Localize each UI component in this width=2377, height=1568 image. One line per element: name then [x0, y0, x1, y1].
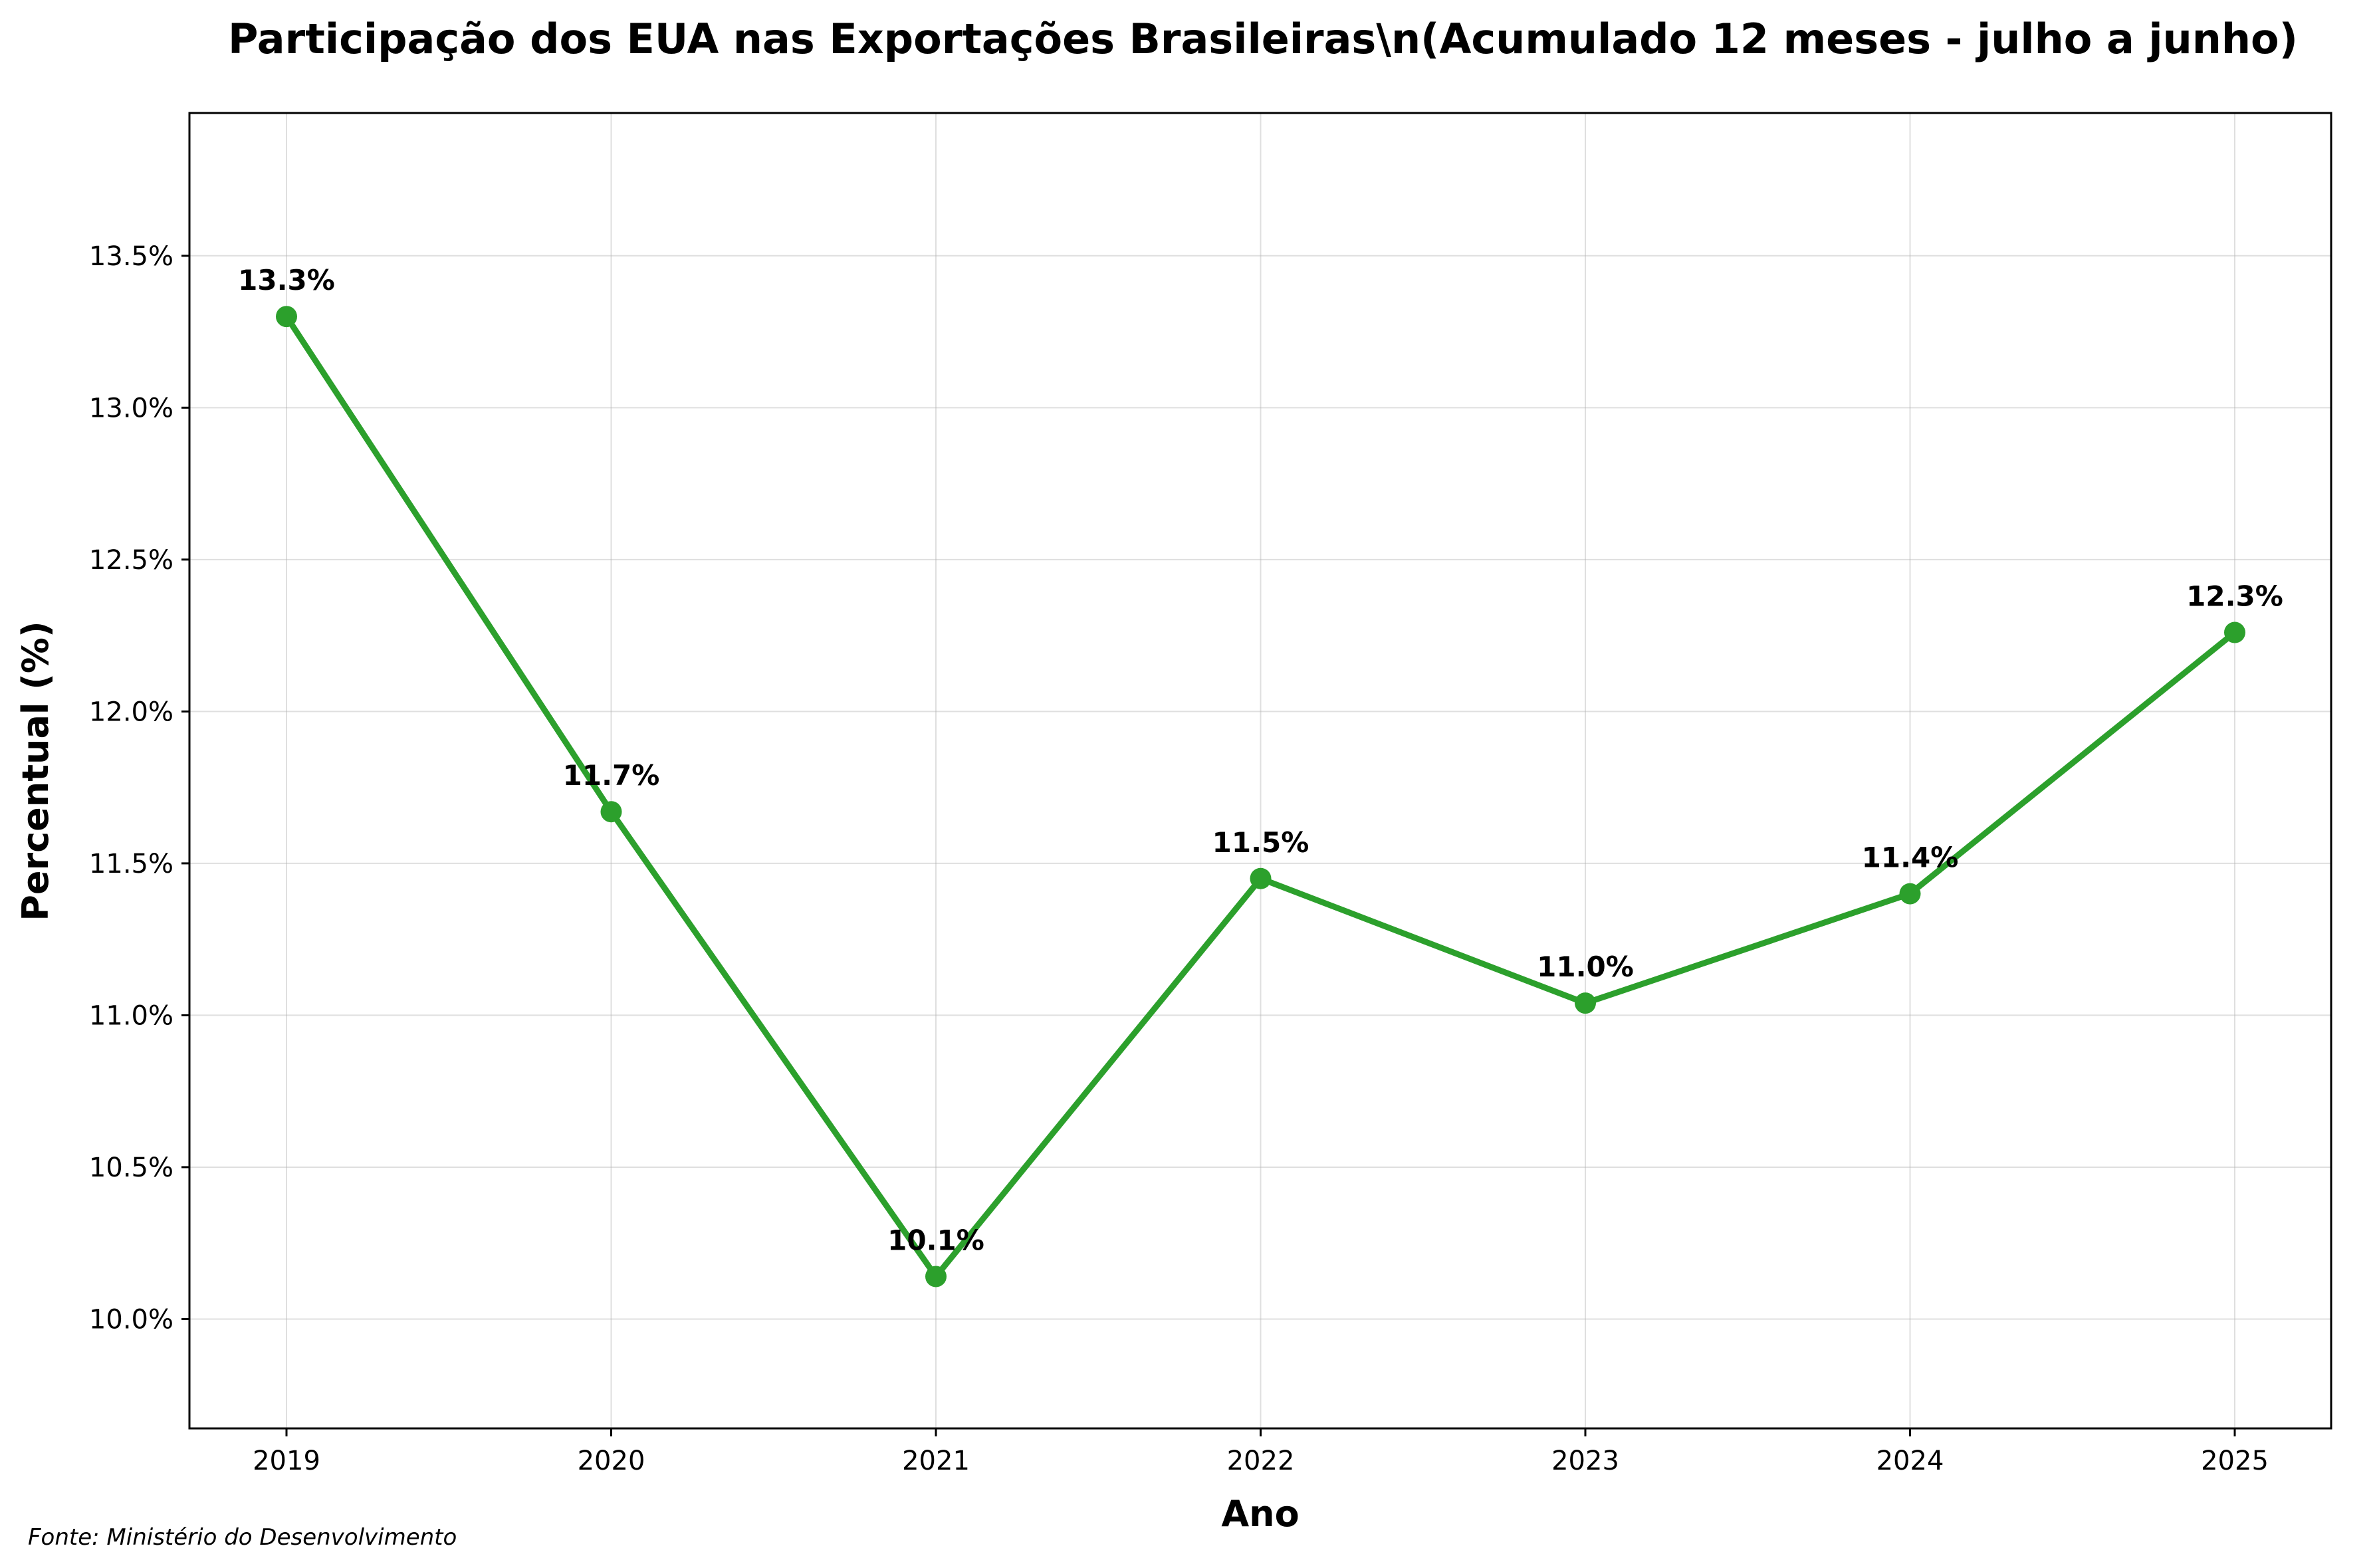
y-axis-ticks: 10.0% 10.5% 11.0% 11.5% 12.0% 12.5% 13.0% 13.5% [89, 241, 189, 1335]
x-tick-label: 2024 [1876, 1446, 1944, 1476]
data-point-marker [1899, 883, 1921, 905]
data-value-label: 10.1% [887, 1224, 984, 1256]
y-axis-label: Percentual (%) [15, 621, 57, 921]
y-tick-label: 13.5% [89, 241, 173, 272]
y-tick-label: 11.5% [89, 849, 173, 879]
y-tick-label: 10.0% [89, 1304, 173, 1335]
data-point-marker [1575, 992, 1596, 1014]
data-point-marker [925, 1266, 947, 1288]
x-tick-label: 2022 [1227, 1446, 1295, 1476]
data-point-marker [276, 306, 297, 328]
data-value-label: 13.3% [238, 264, 335, 296]
x-axis-label: Ano [1221, 1493, 1299, 1535]
data-value-label: 11.5% [1212, 826, 1309, 859]
data-point-marker [600, 801, 622, 823]
series-layer [276, 306, 2245, 1288]
y-tick-label: 12.5% [89, 545, 173, 576]
x-tick-label: 2025 [2201, 1446, 2269, 1476]
data-value-label: 11.4% [1862, 841, 1959, 874]
chart-title: Participação dos EUA nas Exportações Bra… [228, 15, 2298, 63]
y-tick-label: 11.0% [89, 1000, 173, 1031]
y-tick-label: 10.5% [89, 1153, 173, 1183]
y-tick-label: 12.0% [89, 697, 173, 727]
data-point-marker [2224, 621, 2245, 643]
y-tick-label: 13.0% [89, 393, 173, 423]
source-note: Fonte: Ministério do Desenvolvimento [28, 1524, 457, 1551]
data-point-marker [1250, 867, 1272, 889]
x-tick-label: 2021 [902, 1446, 970, 1476]
x-axis-ticks: 2019 2020 2021 2022 2023 2024 2025 [253, 1428, 2269, 1476]
plot-area-frame [188, 112, 2332, 1430]
data-value-label: 11.7% [563, 759, 660, 792]
x-tick-label: 2020 [578, 1446, 645, 1476]
x-tick-label: 2023 [1551, 1446, 1619, 1476]
data-labels: 13.3% 11.7% 10.1% 11.5% 11.0% 11.4% 12.3% [238, 264, 2283, 1256]
data-value-label: 12.3% [2186, 580, 2283, 613]
x-tick-label: 2019 [253, 1446, 320, 1476]
data-value-label: 11.0% [1537, 951, 1634, 983]
